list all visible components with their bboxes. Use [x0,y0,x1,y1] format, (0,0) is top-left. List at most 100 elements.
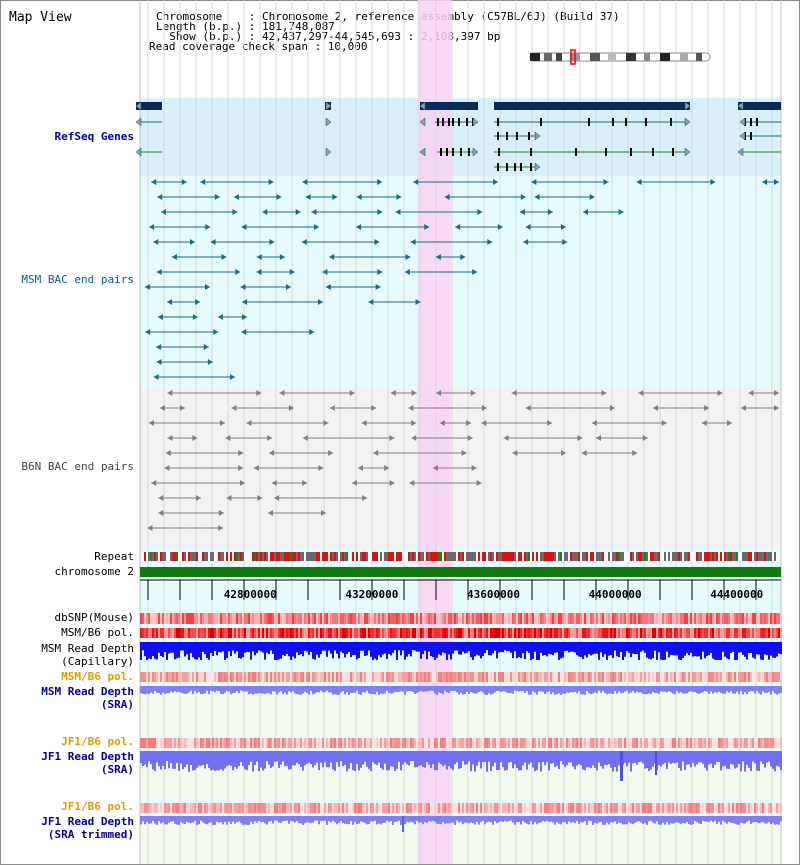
depth-bar [662,816,664,823]
pol-cell [316,803,318,813]
pol-cell [722,803,724,813]
pol-cell [238,738,240,748]
pol-cell [706,738,708,748]
pol-cell [548,672,550,682]
repeat-block [636,552,638,561]
depth-bar [766,686,768,693]
depth-bar [516,816,518,823]
repeat-block [506,552,508,561]
depth-bar [564,642,566,652]
b6n-pair-end [267,435,273,441]
depth-bar [660,642,662,660]
repeat-block [526,552,528,561]
pol-cell [538,803,540,813]
pol-cell [744,738,746,748]
depth-bar [476,686,478,694]
depth-bar [660,686,662,692]
pol-cell [526,613,528,624]
repeat-block [696,552,698,561]
depth-bar [462,642,464,652]
pol-cell [638,672,640,682]
pol-cell [324,738,326,748]
repeat-block [410,552,412,561]
pol-cell [648,803,650,813]
msm-pair-end [167,299,173,305]
depth-bar [538,642,540,660]
b6n-pair-end [503,435,509,441]
pol-cell [270,738,272,748]
pol-cell [398,672,400,682]
repeat-block [584,552,586,561]
depth-bar [190,751,192,765]
pol-cell [708,738,710,748]
pol-cell [298,613,300,624]
depth-bar [608,642,610,656]
repeat-block [264,552,266,561]
pol-cell [290,672,292,682]
pol-cell [536,672,538,682]
depth-bar [548,816,550,822]
pol-cell [538,738,540,748]
repeat-block [616,552,618,561]
depth-bar [346,686,348,693]
depth-bar [216,816,218,822]
depth-bar [764,816,766,824]
pol-cell [458,672,460,682]
depth-bar [510,686,512,693]
pol-cell [520,803,522,813]
pol-cell [660,628,662,638]
depth-bar [704,686,706,691]
repeat-block [372,552,374,561]
msm-read-depth-sra-label: MSM Read Depth [41,685,134,698]
depth-bar [738,751,740,764]
repeat-block [628,552,630,561]
depth-bar [602,751,604,769]
depth-bar [460,686,462,693]
pol-cell [342,672,344,682]
b6n-pair-end [318,465,324,471]
pol-cell [760,738,762,748]
depth-bar [552,816,554,823]
msm-pair-end [322,269,328,275]
depth-bar [436,686,438,695]
repeat-block [448,552,450,561]
repeat-block [548,552,550,561]
pol-cell [454,738,456,748]
depth-bar [276,686,278,695]
pol-cell [400,803,402,813]
pol-cell [510,803,512,813]
pol-cell [306,672,308,682]
pol-cell [242,628,244,638]
pol-cell [308,738,310,748]
depth-bar [444,642,446,654]
depth-bar [622,816,624,825]
depth-bar [348,751,350,769]
pol-cell [672,672,674,682]
depth-bar [208,751,210,768]
pol-cell [634,803,636,813]
pol-cell [358,803,360,813]
pol-cell [230,628,232,638]
pol-cell [730,613,732,624]
depth-bar [740,686,742,691]
depth-bar [472,642,474,660]
pol-cell [202,628,204,638]
depth-bar [768,686,770,692]
pol-cell [560,613,562,624]
pol-cell [220,672,222,682]
repeat-block [280,552,282,561]
pol-cell [624,628,626,638]
pol-cell [232,613,234,624]
depth-bar [308,686,310,695]
pol-cell [506,738,508,748]
pol-cell [632,803,634,813]
msm-b6-pol-label-1: MSM/B6 pol. [61,626,134,639]
depth-bar [140,751,142,764]
pol-cell [458,738,460,748]
depth-bar [558,816,560,824]
pol-cell [596,803,598,813]
pol-cell [546,613,548,624]
pol-cell [586,613,588,624]
pol-cell [374,738,376,748]
